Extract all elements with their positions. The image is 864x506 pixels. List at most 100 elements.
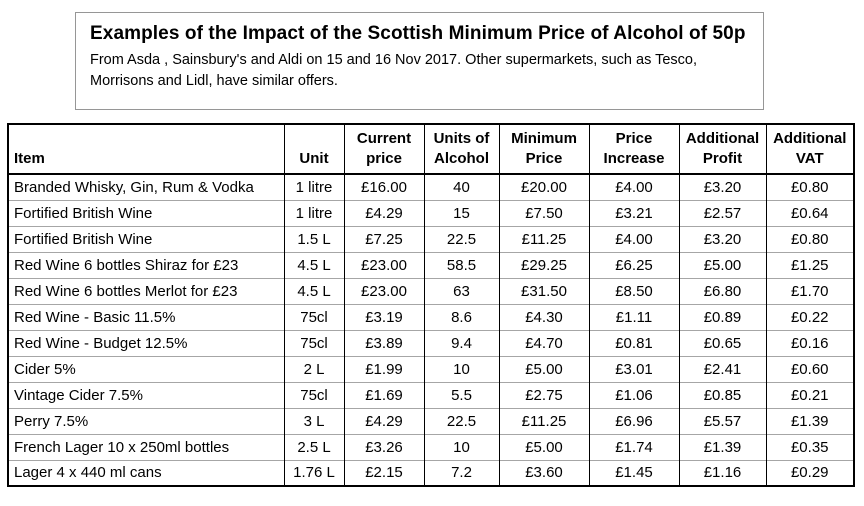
- table-cell: £3.89: [343, 329, 425, 356]
- table-cell: £3.01: [588, 355, 680, 382]
- table-cell: £0.65: [678, 329, 767, 356]
- table-cell: £2.41: [678, 355, 767, 382]
- table-cell: £1.45: [588, 459, 680, 486]
- column-header-line: Current: [356, 129, 412, 147]
- column-header-line: VAT: [795, 149, 824, 167]
- table-row: Red Wine 6 bottles Merlot for £23 4.5 L £2…: [7, 277, 855, 304]
- table-cell: £4.30: [498, 303, 590, 330]
- table-cell: 1.5 L: [283, 225, 345, 252]
- table-cell: £1.39: [765, 407, 855, 434]
- table-cell: 75cl: [283, 303, 345, 330]
- table-cell: £3.60: [498, 459, 590, 486]
- table-cell: £4.29: [343, 407, 425, 434]
- column-header-price-increase: Price Increase: [588, 124, 680, 175]
- table-cell: £0.80: [765, 174, 855, 200]
- table-cell: 10: [423, 355, 500, 382]
- column-header-item: Item: [7, 124, 285, 175]
- table-row: Fortified British Wine 1.5 L £7.25 22.5 £11.…: [7, 225, 855, 252]
- table-cell: £6.25: [588, 251, 680, 278]
- table-cell: 8.6: [423, 303, 500, 330]
- table-cell: £5.57: [678, 407, 767, 434]
- table-cell: 4.5 L: [283, 277, 345, 304]
- table-row: Red Wine 6 bottles Shiraz for £23 4.5 L £2…: [7, 251, 855, 278]
- item-cell: Lager 4 x 440 ml cans: [7, 459, 285, 486]
- table-row: Lager 4 x 440 ml cans 1.76 L £2.15 7.2 £3.60…: [7, 459, 855, 486]
- table-cell: £0.35: [765, 433, 855, 460]
- table-cell: £1.74: [588, 433, 680, 460]
- table-cell: £1.99: [343, 355, 425, 382]
- column-header-line: Item: [14, 149, 45, 167]
- item-cell: Branded Whisky, Gin, Rum & Vodka: [7, 174, 285, 200]
- table-row: Fortified British Wine 1 litre £4.29 15 £7.5…: [7, 199, 855, 226]
- table-row: Branded Whisky, Gin, Rum & Vodka 1 litre £…: [7, 174, 855, 200]
- table-cell: £2.75: [498, 381, 590, 408]
- table-cell: £0.89: [678, 303, 767, 330]
- table-cell: £16.00: [343, 174, 425, 200]
- table-cell: £6.80: [678, 277, 767, 304]
- column-header-line: Increase: [603, 149, 665, 167]
- page-subtitle-line-1: From Asda , Sainsbury's and Aldi on 15 a…: [90, 52, 697, 68]
- table-cell: 75cl: [283, 381, 345, 408]
- item-cell: Vintage Cider 7.5%: [7, 381, 285, 408]
- column-header-additional-profit: Additional Profit: [678, 124, 767, 175]
- table-header: Item Unit Current price Units of Alcohol Minim…: [7, 124, 855, 175]
- table-cell: 9.4: [423, 329, 500, 356]
- table-cell: £1.16: [678, 459, 767, 486]
- table-cell: £3.20: [678, 174, 767, 200]
- table-cell: £1.70: [765, 277, 855, 304]
- table-cell: 15: [423, 199, 500, 226]
- table-cell: 22.5: [423, 225, 500, 252]
- table-cell: 22.5: [423, 407, 500, 434]
- table-cell: 63: [423, 277, 500, 304]
- column-header-line: Profit: [702, 149, 743, 167]
- column-header-line: Minimum: [511, 129, 577, 147]
- table-cell: £31.50: [498, 277, 590, 304]
- table-cell: 10: [423, 433, 500, 460]
- item-cell: Fortified British Wine: [7, 225, 285, 252]
- page-subtitle-line-2: Morrisons and Lidl, have similar offers.: [90, 73, 338, 90]
- table-cell: £1.69: [343, 381, 425, 408]
- table-cell: £4.29: [343, 199, 425, 226]
- column-header-units-of-alcohol: Units of Alcohol: [423, 124, 500, 175]
- table-cell: £6.96: [588, 407, 680, 434]
- table-cell: £3.21: [588, 199, 680, 226]
- item-cell: Red Wine 6 bottles Shiraz for £23: [7, 251, 285, 278]
- table-cell: 3 L: [283, 407, 345, 434]
- table-row: French Lager 10 x 250ml bottles 2.5 L £3.2…: [7, 433, 855, 460]
- column-header-line: Unit: [299, 149, 329, 167]
- table-cell: 5.5: [423, 381, 500, 408]
- column-header-line: Additional: [685, 129, 760, 147]
- table-cell: 1 litre: [283, 199, 345, 226]
- table-cell: 58.5: [423, 251, 500, 278]
- table-cell: £4.00: [588, 174, 680, 200]
- table-cell: £23.00: [343, 251, 425, 278]
- table-cell: £4.70: [498, 329, 590, 356]
- table-cell: £23.00: [343, 277, 425, 304]
- table-cell: £7.25: [343, 225, 425, 252]
- table-cell: £5.00: [498, 433, 590, 460]
- item-cell: Fortified British Wine: [7, 199, 285, 226]
- item-cell: Red Wine - Budget 12.5%: [7, 329, 285, 356]
- column-header-line: Additional: [773, 129, 847, 147]
- column-header-line: price: [366, 149, 402, 167]
- column-header-unit: Unit: [283, 124, 345, 175]
- table-cell: £0.29: [765, 459, 855, 486]
- table-cell: £3.26: [343, 433, 425, 460]
- table-cell: £0.64: [765, 199, 855, 226]
- item-cell: Cider 5%: [7, 355, 285, 382]
- table-cell: £11.25: [498, 407, 590, 434]
- table-row: Red Wine - Budget 12.5% 75cl £3.89 9.4 £4.70…: [7, 329, 855, 356]
- table-cell: 40: [423, 174, 500, 200]
- column-header-minimum-price: Minimum Price: [498, 124, 590, 175]
- table-cell: £7.50: [498, 199, 590, 226]
- table-cell: £2.15: [343, 459, 425, 486]
- table-cell: 2.5 L: [283, 433, 345, 460]
- table-cell: 4.5 L: [283, 251, 345, 278]
- table-cell: 2 L: [283, 355, 345, 382]
- table-cell: 75cl: [283, 329, 345, 356]
- item-cell: Red Wine - Basic 11.5%: [7, 303, 285, 330]
- column-header-line: Price: [615, 129, 653, 147]
- table-cell: £0.81: [588, 329, 680, 356]
- column-header-current-price: Current price: [343, 124, 425, 175]
- table-cell: £1.39: [678, 433, 767, 460]
